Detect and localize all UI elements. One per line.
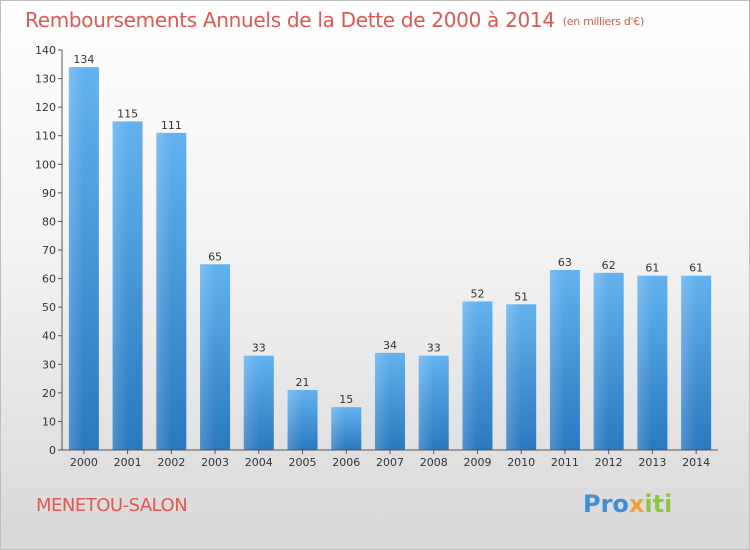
y-tick-label: 30 [42, 358, 56, 371]
y-tick-label: 130 [35, 73, 56, 86]
y-tick-label: 10 [42, 415, 56, 428]
chart-title-unit: (en milliers d'€) [562, 15, 644, 28]
y-tick-label: 100 [35, 158, 56, 171]
data-label: 33 [252, 342, 266, 355]
data-label: 134 [73, 53, 94, 66]
data-label: 51 [514, 290, 528, 303]
x-tick-label: 2012 [595, 456, 623, 469]
data-label: 61 [689, 262, 703, 275]
x-tick-label: 2006 [332, 456, 360, 469]
x-tick-label: 2007 [376, 456, 404, 469]
logo-part-1: Pro [583, 490, 629, 518]
x-tick-label: 2009 [463, 456, 491, 469]
data-label: 61 [645, 262, 659, 275]
y-tick-label: 50 [42, 301, 56, 314]
data-label: 62 [602, 259, 616, 272]
y-tick-label: 70 [42, 244, 56, 257]
data-label: 115 [117, 107, 138, 120]
y-tick-label: 0 [49, 444, 56, 457]
y-tick-label: 80 [42, 215, 56, 228]
data-label: 111 [161, 119, 182, 132]
chart-title: Remboursements Annuels de la Dette de 20… [25, 8, 644, 32]
bar-highlight [68, 67, 84, 451]
data-label: 34 [383, 339, 397, 352]
x-tick-label: 2010 [507, 456, 535, 469]
x-tick-label: 2008 [420, 456, 448, 469]
x-tick-label: 2005 [289, 456, 317, 469]
x-tick-label: 2014 [682, 456, 710, 469]
y-tick-label: 40 [42, 330, 56, 343]
data-label: 21 [296, 376, 310, 389]
y-tick-label: 90 [42, 187, 56, 200]
data-label: 63 [558, 256, 572, 269]
x-tick-label: 2004 [245, 456, 273, 469]
bar-highlight [200, 264, 216, 450]
y-tick-label: 60 [42, 273, 56, 286]
y-tick-label: 110 [35, 130, 56, 143]
data-label: 65 [208, 250, 222, 263]
x-tick-label: 2002 [157, 456, 185, 469]
bar-highlight [549, 270, 565, 450]
y-tick-label: 140 [35, 44, 56, 57]
x-tick-label: 2013 [638, 456, 666, 469]
bar-highlight [156, 132, 172, 450]
town-name: MENETOU-SALON [36, 495, 188, 516]
data-label: 15 [339, 393, 353, 406]
data-label: 33 [427, 342, 441, 355]
bar-highlight [418, 355, 434, 450]
y-tick-label: 120 [35, 101, 56, 114]
bar-highlight [243, 355, 259, 450]
data-label: 52 [470, 287, 484, 300]
chart-title-text: Remboursements Annuels de la Dette de 20… [25, 8, 555, 32]
y-tick-label: 20 [42, 387, 56, 400]
x-tick-label: 2001 [114, 456, 142, 469]
x-tick-label: 2003 [201, 456, 229, 469]
x-tick-label: 2000 [70, 456, 98, 469]
bar-highlight [506, 304, 522, 450]
bar-highlight [331, 407, 347, 450]
logo-part-2: x [628, 490, 645, 518]
bar-highlight [681, 275, 697, 450]
bar-highlight [593, 272, 609, 450]
logo-part-3: iti [644, 490, 673, 518]
bar-highlight [112, 121, 128, 450]
bar-highlight [637, 275, 653, 450]
proxiti-logo: Proxiti [583, 490, 672, 518]
bar-highlight [462, 301, 478, 450]
bar-highlight [287, 390, 303, 450]
x-tick-label: 2011 [551, 456, 579, 469]
bar-highlight [375, 352, 390, 450]
